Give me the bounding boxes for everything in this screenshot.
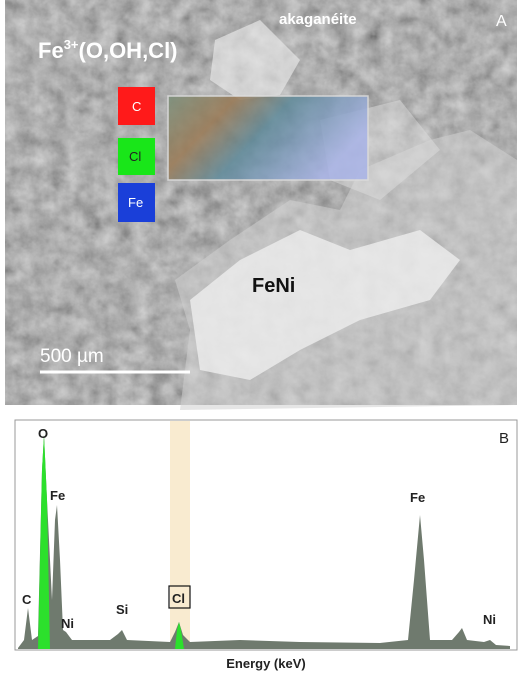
- figure: akaganéite A Fe3+(O,OH,Cl) C Cl Fe FeNi …: [0, 0, 522, 679]
- mineral-label: akaganéite: [279, 11, 357, 28]
- legend-entry: Fe: [128, 195, 143, 210]
- peak-label: Fe: [410, 490, 425, 505]
- formula-base: Fe: [38, 38, 64, 63]
- x-axis-label: Energy (keV): [226, 656, 305, 671]
- peak-label: Ni: [61, 616, 74, 631]
- legend-entry: Cl: [129, 149, 141, 164]
- formula: Fe3+(O,OH,Cl): [38, 37, 178, 63]
- region-label: FeNi: [252, 275, 295, 297]
- peak-label: Si: [116, 602, 128, 617]
- peak-label: Ni: [483, 612, 496, 627]
- spectrum-plot: [15, 420, 517, 650]
- formula-superscript: 3+: [64, 37, 79, 52]
- peak-label: Fe: [50, 488, 65, 503]
- scale-bar-label: 500 µm: [40, 346, 104, 367]
- peak-label: Cl: [172, 591, 185, 606]
- legend-entry: C: [132, 99, 141, 114]
- peak-label: C: [22, 592, 32, 607]
- peak-label: O: [38, 426, 48, 441]
- panel-label: B: [499, 430, 509, 447]
- formula-rest: (O,OH,Cl): [79, 38, 178, 63]
- panel-label: A: [496, 13, 507, 30]
